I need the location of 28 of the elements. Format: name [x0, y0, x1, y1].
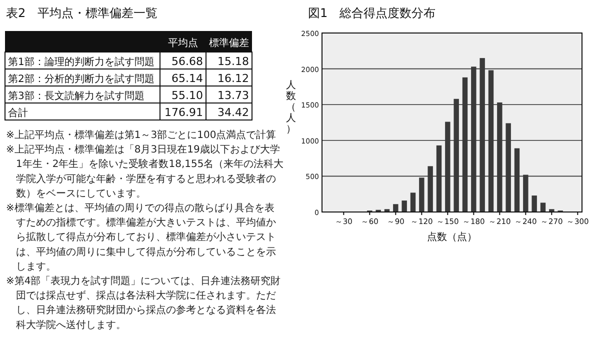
data-label: 65.14: [172, 72, 203, 85]
text: 標準偏差: [209, 37, 249, 49]
text: 表2 平均点・標準偏差一覧: [6, 6, 158, 20]
series-label: 平均点: [168, 37, 198, 49]
data-label: 16.12: [218, 72, 249, 85]
data-label: 176.91: [164, 106, 203, 119]
data-label: 56.68: [172, 55, 203, 68]
text: ※上記平均点・標準偏差は第1～3部ごとに100点満点で計算: [6, 129, 276, 141]
x-axis-title: 点数（点）: [427, 231, 477, 243]
bar: [410, 192, 416, 212]
data-label: 15.18: [218, 55, 249, 68]
y-axis-title: 人数（人）: [286, 80, 296, 135]
category-label: 第2部：分析的判断力を試す問題: [8, 73, 154, 85]
bar: [532, 196, 537, 212]
bar: [540, 202, 546, 212]
bar: [393, 204, 398, 212]
text: ※上記平均点・標準偏差は「8月3日現在19歳以下および大学1年生・2年生」を除いた受験者数18,155名（来年の法科大学院入学が可能な年齢・学歴を有すると思われる受験者の数）をベースにしています。: [6, 144, 284, 200]
bar: [549, 209, 554, 212]
data-label: 55.10: [172, 89, 203, 102]
bar: [402, 200, 407, 212]
category-label: 第3部：長文読解力を試す問題: [8, 90, 144, 102]
category-label: 合計: [8, 107, 28, 119]
category-label: 第1部：論理的判断力を試す問題: [8, 56, 154, 68]
text: ※第4部「表現力を試す問題」については、日弁連法務研究財団では採点せず、採点は各法科大学院に任されます。ただし、日弁連法務研究財団から採点の参考となる資料を各法科大学院へ送付します。: [6, 275, 281, 331]
data-label: 13.73: [218, 89, 249, 102]
data-label: 34.42: [218, 106, 249, 119]
text: ※標準偏差とは、平均値の周りでの得点の散らばり具合を表すための指標です。標準偏差が大きいテストは、平均値から拡散して得点が分布しており、標準偏差が小さいテストは、平均値の周りに集中して得点が分布していることを示します。: [6, 202, 276, 272]
chart-title: 図1 総合得点度数分布: [308, 6, 436, 20]
